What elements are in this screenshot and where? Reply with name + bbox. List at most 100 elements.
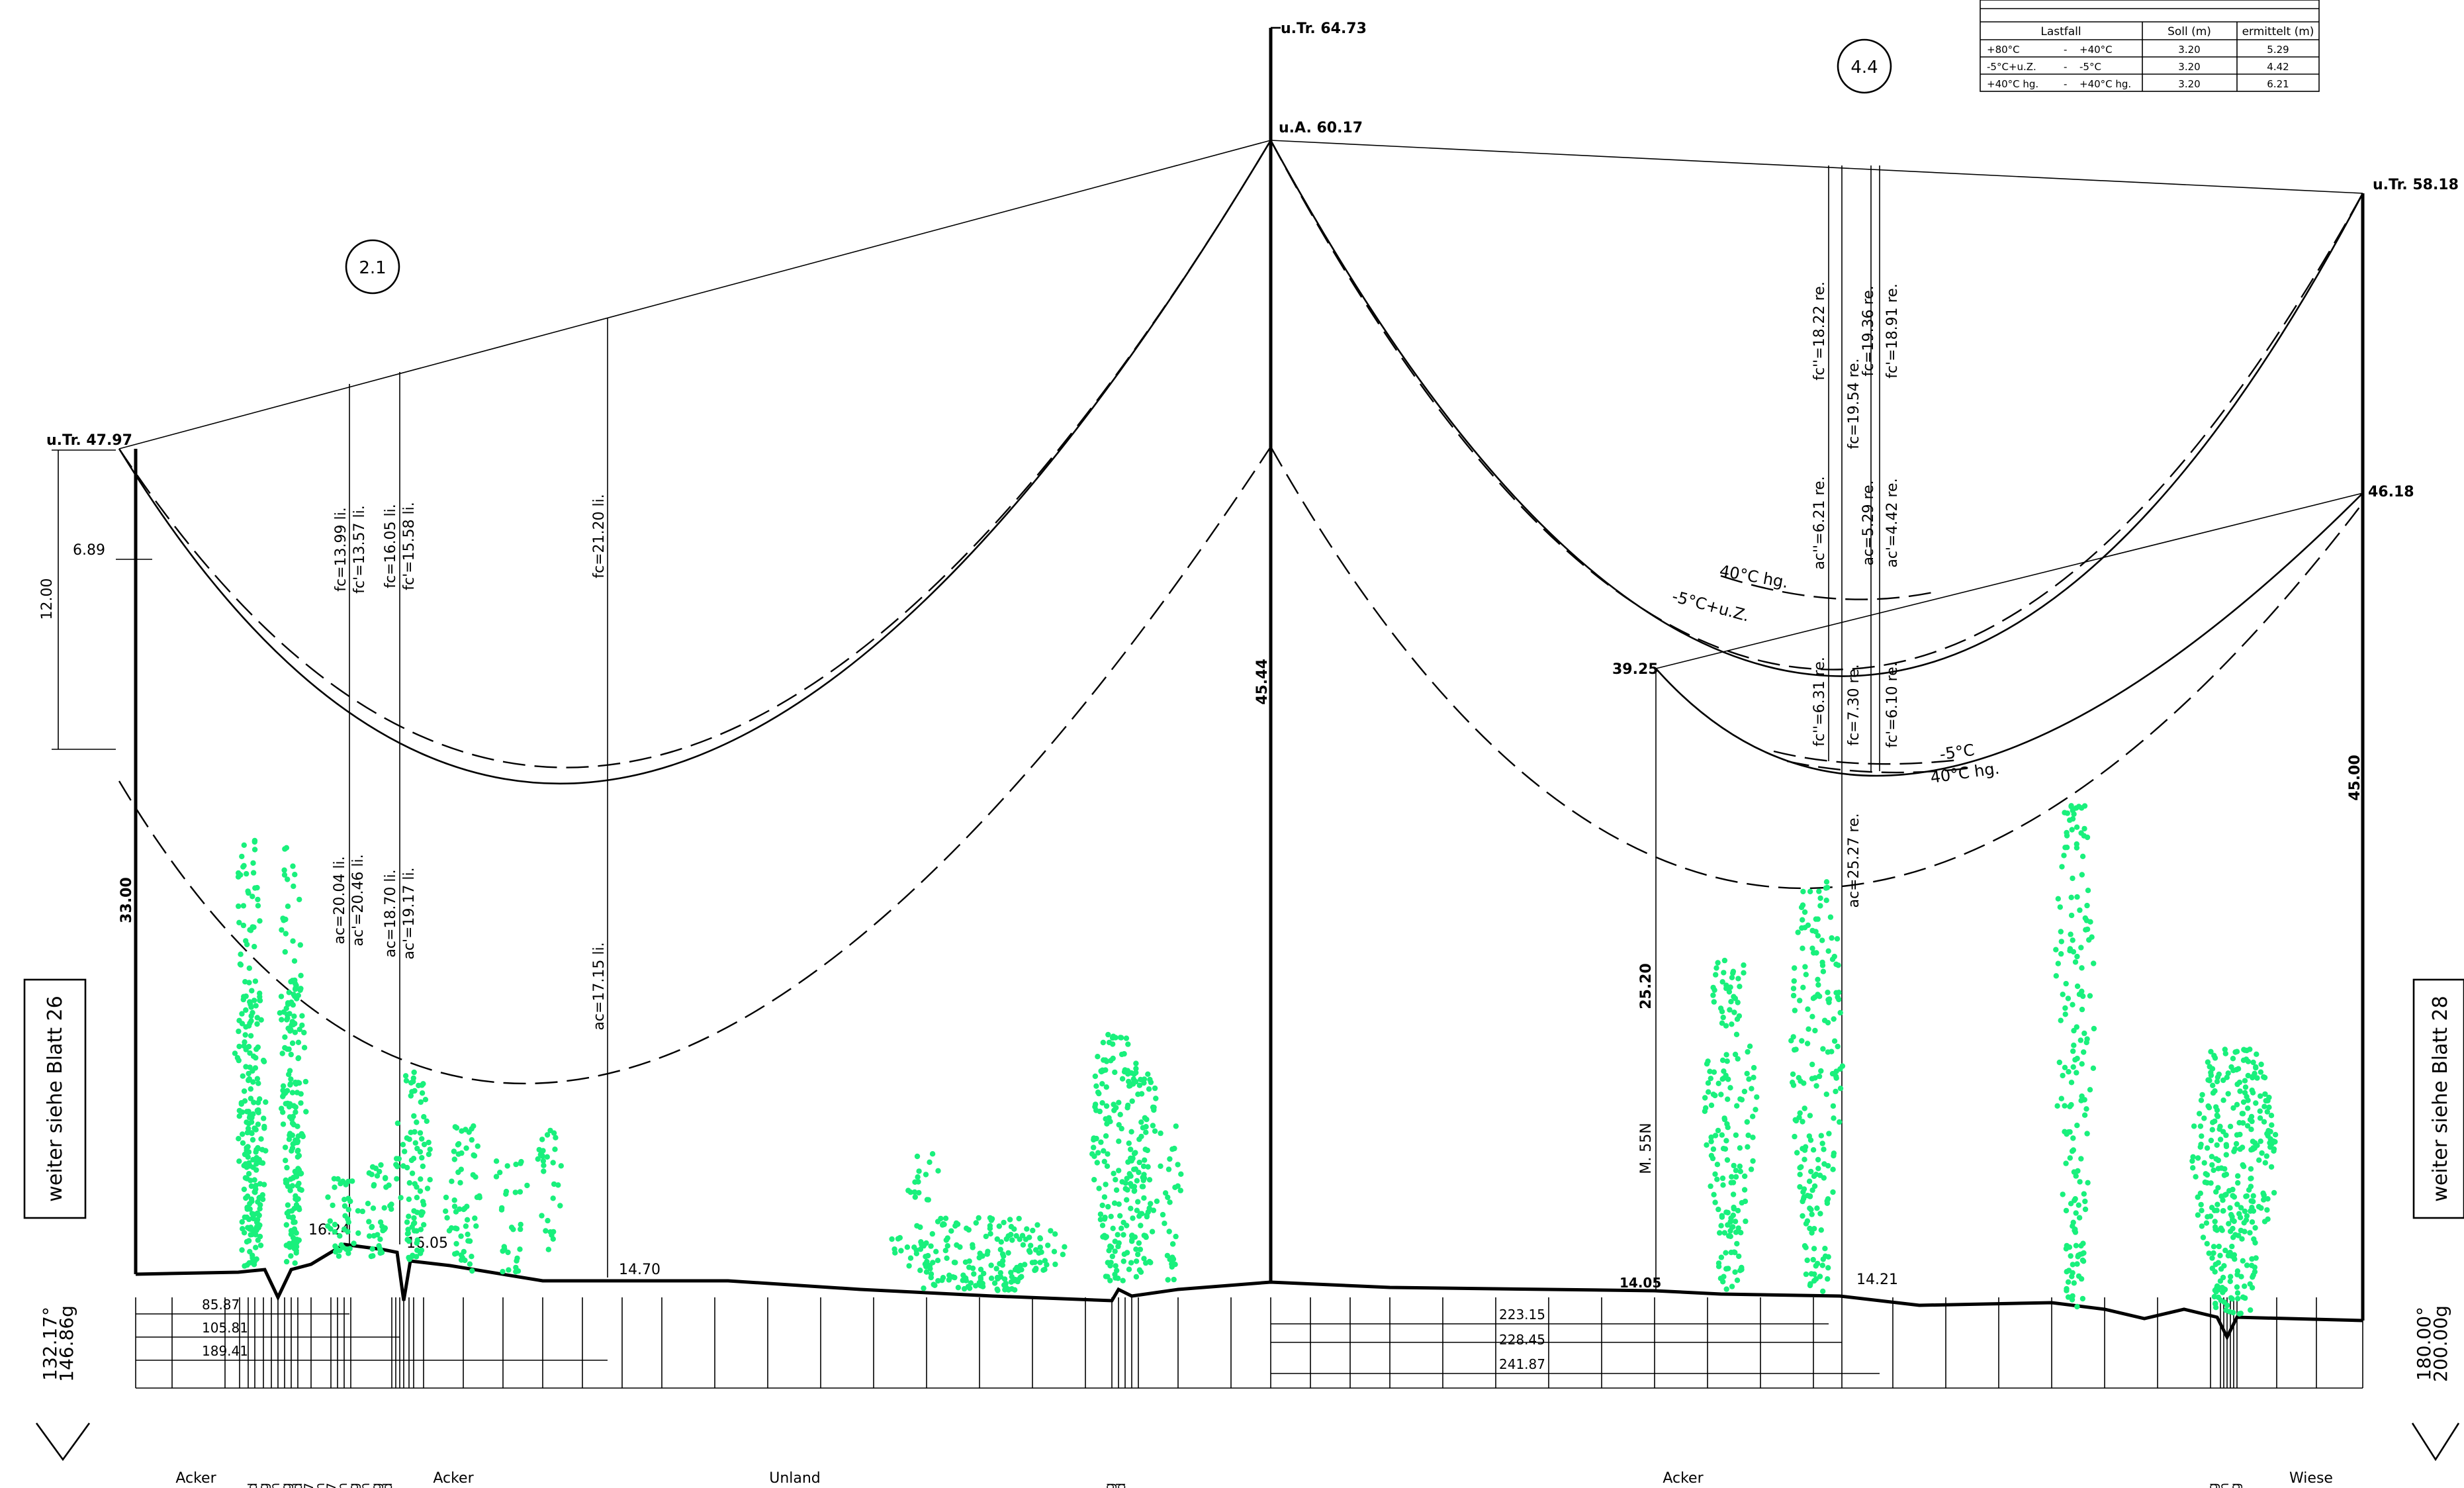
vegetation-point bbox=[1128, 1205, 1134, 1211]
vegetation-point bbox=[1708, 1183, 1713, 1189]
vegetation-point bbox=[2212, 1088, 2218, 1094]
vegetation-point bbox=[1712, 1133, 1719, 1139]
vegetation-point bbox=[290, 863, 296, 869]
vegetation-point bbox=[244, 1193, 251, 1199]
vegetation-point bbox=[2079, 1061, 2085, 1067]
vegetation-point bbox=[293, 1196, 298, 1202]
vegetation-point bbox=[2236, 1211, 2242, 1217]
vegetation-point bbox=[1127, 1181, 1134, 1187]
vegetation-point bbox=[298, 972, 304, 979]
vegetation-point bbox=[957, 1244, 963, 1250]
vegetation-point bbox=[524, 1182, 530, 1189]
vegetation-point bbox=[2235, 1173, 2241, 1179]
vegetation-point bbox=[931, 1281, 936, 1287]
vegetation-point bbox=[1822, 1246, 1828, 1252]
vegetation-point bbox=[2209, 1066, 2216, 1072]
vegetation-point bbox=[2209, 1127, 2215, 1133]
vegetation-point bbox=[1814, 1205, 1820, 1211]
vegetation-point bbox=[1711, 1191, 1717, 1198]
vegetation-point bbox=[1052, 1261, 1058, 1268]
vegetation-point bbox=[1122, 1180, 1129, 1186]
vegetation-point bbox=[2070, 1223, 2076, 1229]
vegetation-point bbox=[1022, 1262, 1028, 1268]
vegetation-point bbox=[2204, 1240, 2210, 1247]
vegetation-point bbox=[1751, 1064, 1757, 1071]
vegetation-point bbox=[976, 1215, 981, 1221]
vegetation-point bbox=[1060, 1252, 1066, 1258]
vegetation-point bbox=[518, 1221, 524, 1228]
vegetation-point bbox=[254, 1076, 261, 1082]
vegetation-point bbox=[2070, 937, 2076, 943]
vegetation-point bbox=[550, 1195, 556, 1201]
vegetation-point bbox=[2054, 1103, 2060, 1109]
vegetation-point bbox=[1116, 1201, 1122, 1207]
vegetation-point bbox=[1103, 1133, 1109, 1139]
vegetation-point bbox=[369, 1224, 375, 1230]
vegetation-point bbox=[1732, 1219, 1739, 1225]
vegetation-point bbox=[1141, 1172, 1147, 1178]
sag-label: ac=18.70 li. bbox=[383, 869, 399, 957]
vegetation-point bbox=[246, 1171, 252, 1177]
vegetation-point bbox=[2223, 1143, 2230, 1150]
vegetation-point bbox=[234, 1054, 241, 1061]
vegetation-point bbox=[2067, 1103, 2073, 1109]
vegetation-point bbox=[255, 1199, 261, 1205]
ground-profile bbox=[135, 1242, 2363, 1341]
vegetation-point bbox=[1132, 1234, 1138, 1240]
vegetation-point bbox=[2211, 1293, 2218, 1300]
vegetation-point bbox=[241, 842, 247, 849]
vegetation-point bbox=[2076, 1215, 2083, 1221]
vegetation-point bbox=[250, 1068, 255, 1074]
vegetation-point bbox=[2227, 1205, 2233, 1211]
vegetation-point bbox=[1708, 1076, 1713, 1082]
vegetation-point bbox=[1101, 1148, 1107, 1154]
vegetation-point bbox=[1133, 1246, 1139, 1252]
vegetation-point bbox=[2078, 945, 2084, 951]
vegetation-point bbox=[414, 1240, 420, 1246]
vegetation-point bbox=[993, 1266, 999, 1272]
vegetation-point bbox=[1830, 1103, 1837, 1109]
vegetation-point bbox=[2072, 1056, 2078, 1063]
vegetation-point bbox=[236, 919, 242, 926]
side-box-text: weiter siehe Blatt 26 bbox=[44, 996, 67, 1201]
vegetation-point bbox=[2085, 888, 2091, 894]
vegetation-point bbox=[1792, 1007, 1798, 1013]
vegetation-point bbox=[325, 1223, 331, 1229]
vegetation-point bbox=[889, 1236, 895, 1242]
vegetation-point bbox=[286, 1213, 292, 1220]
vegetation-point bbox=[2238, 1311, 2244, 1317]
vegetation-point bbox=[1802, 925, 1808, 931]
vegetation-point bbox=[285, 1202, 291, 1208]
vegetation-point bbox=[518, 1158, 524, 1165]
vegetation-point bbox=[2249, 1219, 2256, 1225]
vegetation-point bbox=[2058, 1017, 2064, 1023]
vegetation-point bbox=[1143, 1124, 1149, 1130]
vegetation-point bbox=[377, 1219, 384, 1225]
vegetation-point bbox=[1110, 1041, 1116, 1047]
vegetation-point bbox=[1138, 1211, 1145, 1217]
vegetation-point bbox=[1118, 1225, 1124, 1231]
vegetation-point bbox=[1132, 1150, 1138, 1156]
vegetation-point bbox=[241, 1230, 248, 1236]
vegetation-point bbox=[417, 1188, 424, 1194]
vegetation-point bbox=[1730, 1224, 1736, 1230]
sag-label: fc'=13.57 li. bbox=[351, 505, 368, 594]
vegetation-point bbox=[978, 1266, 984, 1273]
vegetation-point bbox=[1093, 1083, 1099, 1090]
land-use-vertical-label: Böschung bbox=[2206, 1483, 2220, 1488]
vegetation-point bbox=[1030, 1227, 1036, 1234]
vegetation-point bbox=[248, 1119, 255, 1125]
vegetation-point bbox=[1705, 1080, 1711, 1086]
vegetation-point bbox=[1136, 1082, 1143, 1088]
vegetation-point bbox=[2247, 1230, 2253, 1236]
vegetation-point bbox=[338, 1242, 344, 1248]
vegetation-point bbox=[550, 1160, 556, 1166]
vegetation-point bbox=[374, 1173, 381, 1179]
vegetation-point bbox=[257, 918, 263, 924]
land-use-vertical-label: Graben bbox=[2217, 1483, 2232, 1488]
distance-dimensions: 85.87 105.81 189.41 223.15 228.45 241.87 bbox=[136, 1297, 2363, 1389]
vegetation-point bbox=[2070, 1064, 2076, 1070]
vegetation-point bbox=[355, 1208, 361, 1214]
vegetation-point bbox=[1799, 1038, 1805, 1044]
vegetation-point bbox=[471, 1123, 477, 1129]
